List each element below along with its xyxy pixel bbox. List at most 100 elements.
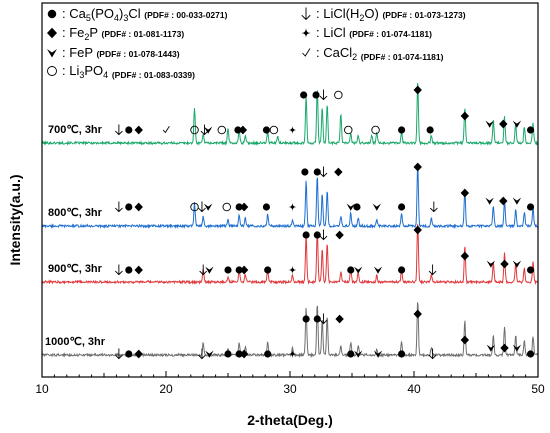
marker-filled-chevron <box>205 266 214 274</box>
series-label: 800℃, 3hr <box>48 207 103 219</box>
series-line <box>41 167 539 230</box>
marker-open-circle <box>190 202 199 212</box>
marker-filled-circle <box>125 203 133 211</box>
marker-filled-chevron <box>485 120 494 128</box>
marker-down-arrow <box>199 264 208 276</box>
marker-filled-diamond <box>335 230 344 240</box>
marker-filled-circle <box>262 203 271 211</box>
marker-filled-diamond <box>239 349 249 359</box>
marker-down-arrow <box>114 348 123 360</box>
marker-down-arrow <box>319 166 328 178</box>
marker-down-arrow <box>114 264 123 276</box>
marker-four-point-star <box>288 265 297 275</box>
marker-filled-circle <box>526 266 535 274</box>
x-tick-label: 10 <box>35 382 49 396</box>
marker-filled-diamond <box>134 349 143 359</box>
marker-check <box>162 125 170 134</box>
series-line <box>41 224 539 285</box>
marker-filled-chevron <box>512 260 522 268</box>
marker-filled-circle <box>224 266 232 274</box>
series-1: 800℃, 3hr <box>41 162 539 230</box>
marker-down-arrow <box>319 313 328 325</box>
marker-filled-diamond <box>460 335 470 345</box>
axes: 10 20 30 40 50 2-theta(Deg.) Intensity(a.u.) <box>7 2 545 428</box>
marker-filled-circle <box>264 350 272 358</box>
marker-filled-diamond <box>500 343 509 353</box>
marker-filled-diamond <box>413 85 422 95</box>
marker-filled-circle <box>313 168 321 176</box>
legend-entry: : FeP (PDF# : 01-078-1443) <box>47 45 180 60</box>
marker-filled-circle <box>235 350 243 358</box>
legend-entry: : Fe2P (PDF# : 01-081-1173) <box>47 25 184 42</box>
marker-filled-circle <box>398 203 406 211</box>
marker-down-arrow <box>319 229 328 241</box>
marker-filled-diamond <box>134 125 143 135</box>
marker-filled-circle <box>313 315 321 323</box>
marker-filled-circle <box>235 203 243 211</box>
marker-filled-circle <box>264 266 272 274</box>
marker-filled-circle <box>526 203 535 211</box>
marker-filled-circle <box>526 126 535 134</box>
marker-filled-circle <box>398 126 406 134</box>
marker-filled-circle <box>125 350 133 358</box>
marker-filled-chevron <box>354 266 363 274</box>
legend-entry: : LiCl (PDF# : 01-074-1181) <box>301 25 432 40</box>
legend-symbol-down-arrow <box>301 7 311 21</box>
legend-label: : FeP (PDF# : 01-078-1443) <box>62 45 180 60</box>
marker-down-arrow <box>429 201 438 213</box>
marker-filled-chevron <box>346 203 355 211</box>
marker-filled-chevron <box>373 350 383 358</box>
marker-four-point-star <box>288 202 297 212</box>
marker-filled-chevron <box>486 260 496 268</box>
marker-filled-diamond <box>334 167 343 177</box>
marker-filled-circle <box>234 126 242 134</box>
legend-entry: : Li3PO4 (PDF# : 01-083-0339) <box>47 63 195 81</box>
marker-filled-circle <box>353 203 361 211</box>
marker-open-circle <box>222 202 231 212</box>
y-axis-title: Intensity(a.u.) <box>7 174 23 265</box>
marker-filled-chevron <box>203 126 213 134</box>
marker-filled-diamond <box>413 309 422 319</box>
series-label: 900℃, 3hr <box>48 263 103 275</box>
marker-filled-circle <box>224 350 232 358</box>
series-line <box>41 83 539 146</box>
x-axis-title: 2-theta(Deg.) <box>247 412 333 428</box>
marker-filled-circle <box>125 266 133 274</box>
series-line <box>41 302 539 359</box>
marker-down-arrow <box>428 348 437 360</box>
marker-filled-chevron <box>354 350 363 358</box>
marker-down-arrow <box>198 348 206 360</box>
marker-filled-chevron <box>512 120 522 128</box>
legend-label: : Li3PO4 (PDF# : 01-083-0339) <box>62 63 195 81</box>
marker-filled-diamond <box>413 162 422 172</box>
x-tick-label: 20 <box>159 382 173 396</box>
series-3: 1000℃, 3hr <box>41 302 539 360</box>
marker-filled-chevron <box>372 203 381 211</box>
marker-filled-chevron <box>203 203 213 211</box>
series-0: 700℃, 3hr <box>41 83 539 146</box>
x-tick-label: 40 <box>407 382 421 396</box>
legend-symbol-filled-chevron <box>47 49 57 58</box>
marker-filled-circle <box>426 126 434 134</box>
marker-filled-circle <box>312 91 320 99</box>
marker-filled-diamond <box>499 196 508 206</box>
marker-filled-chevron <box>512 197 522 205</box>
legend-entry: : Ca5(PO4)3Cl (PDF# : 00-033-0271) <box>47 6 228 23</box>
series-label: 1000℃, 3hr <box>45 336 106 348</box>
legend-symbol-open-circle <box>47 66 57 76</box>
marker-filled-circle <box>125 126 133 134</box>
marker-filled-circle <box>300 91 308 99</box>
marker-down-arrow <box>319 89 328 101</box>
marker-filled-circle <box>235 266 243 274</box>
marker-down-arrow <box>114 201 123 213</box>
marker-filled-diamond <box>460 251 470 261</box>
plot-area: 700℃, 3hr 800℃, 3hr 900℃, 3hr 1000℃, 3hr <box>41 83 539 360</box>
marker-four-point-star <box>288 125 297 135</box>
marker-filled-diamond <box>239 265 249 275</box>
marker-filled-diamond <box>335 314 344 324</box>
marker-filled-circle <box>302 231 310 239</box>
marker-filled-circle <box>347 266 355 274</box>
legend-symbol-check <box>302 48 311 57</box>
marker-down-arrow <box>200 124 209 136</box>
